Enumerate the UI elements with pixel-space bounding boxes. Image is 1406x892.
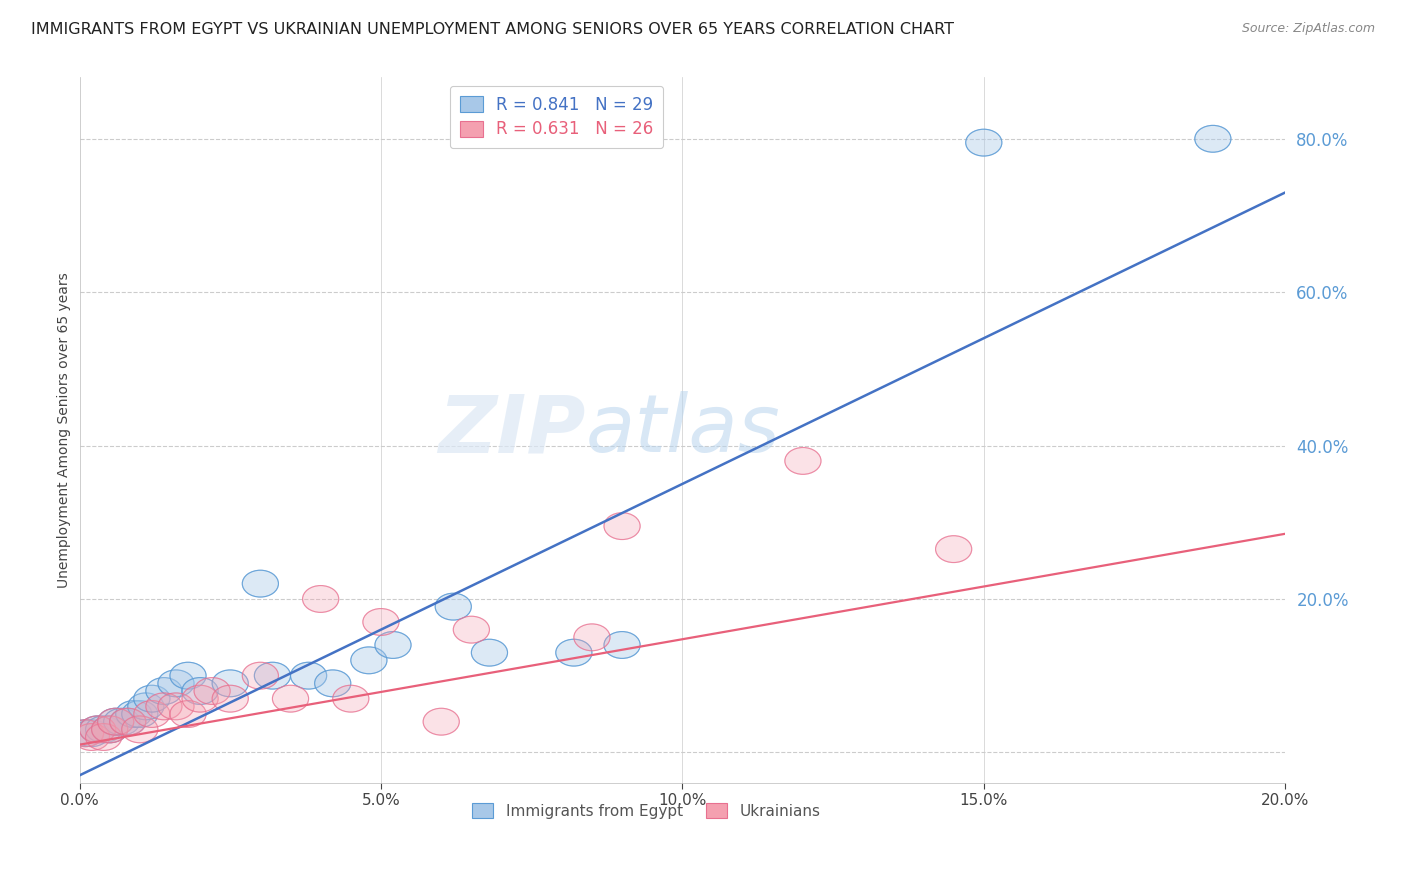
Ellipse shape [273, 685, 308, 712]
Ellipse shape [67, 720, 104, 747]
Ellipse shape [605, 513, 640, 540]
Ellipse shape [242, 662, 278, 690]
Ellipse shape [73, 720, 110, 747]
Ellipse shape [170, 700, 207, 728]
Ellipse shape [212, 685, 249, 712]
Text: ZIP: ZIP [439, 392, 586, 469]
Ellipse shape [453, 616, 489, 643]
Ellipse shape [1195, 126, 1230, 153]
Ellipse shape [80, 716, 115, 743]
Ellipse shape [80, 716, 115, 743]
Ellipse shape [122, 700, 157, 728]
Text: atlas: atlas [586, 392, 780, 469]
Ellipse shape [134, 685, 170, 712]
Ellipse shape [935, 536, 972, 563]
Text: IMMIGRANTS FROM EGYPT VS UKRAINIAN UNEMPLOYMENT AMONG SENIORS OVER 65 YEARS CORR: IMMIGRANTS FROM EGYPT VS UKRAINIAN UNEMP… [31, 22, 953, 37]
Ellipse shape [966, 129, 1002, 156]
Ellipse shape [315, 670, 350, 697]
Ellipse shape [157, 670, 194, 697]
Ellipse shape [291, 662, 326, 690]
Ellipse shape [436, 593, 471, 620]
Ellipse shape [212, 670, 249, 697]
Ellipse shape [97, 708, 134, 735]
Ellipse shape [555, 640, 592, 666]
Ellipse shape [181, 678, 218, 705]
Ellipse shape [181, 685, 218, 712]
Ellipse shape [375, 632, 411, 658]
Ellipse shape [73, 723, 110, 750]
Ellipse shape [115, 700, 152, 728]
Legend: Immigrants from Egypt, Ukrainians: Immigrants from Egypt, Ukrainians [465, 797, 827, 825]
Ellipse shape [128, 693, 165, 720]
Ellipse shape [110, 708, 146, 735]
Y-axis label: Unemployment Among Seniors over 65 years: Unemployment Among Seniors over 65 years [58, 272, 72, 588]
Ellipse shape [86, 716, 122, 743]
Ellipse shape [91, 716, 128, 743]
Ellipse shape [146, 678, 181, 705]
Ellipse shape [333, 685, 368, 712]
Ellipse shape [104, 708, 139, 735]
Ellipse shape [363, 608, 399, 635]
Ellipse shape [242, 570, 278, 597]
Ellipse shape [194, 678, 231, 705]
Ellipse shape [254, 662, 291, 690]
Ellipse shape [157, 693, 194, 720]
Ellipse shape [423, 708, 460, 735]
Ellipse shape [91, 716, 128, 743]
Ellipse shape [110, 708, 146, 735]
Ellipse shape [350, 647, 387, 673]
Ellipse shape [170, 662, 207, 690]
Ellipse shape [122, 716, 157, 743]
Ellipse shape [67, 720, 104, 747]
Ellipse shape [134, 700, 170, 728]
Ellipse shape [86, 723, 122, 750]
Ellipse shape [605, 632, 640, 658]
Ellipse shape [97, 708, 134, 735]
Ellipse shape [302, 585, 339, 613]
Ellipse shape [146, 693, 181, 720]
Text: Source: ZipAtlas.com: Source: ZipAtlas.com [1241, 22, 1375, 36]
Ellipse shape [471, 640, 508, 666]
Ellipse shape [785, 448, 821, 475]
Ellipse shape [574, 624, 610, 651]
